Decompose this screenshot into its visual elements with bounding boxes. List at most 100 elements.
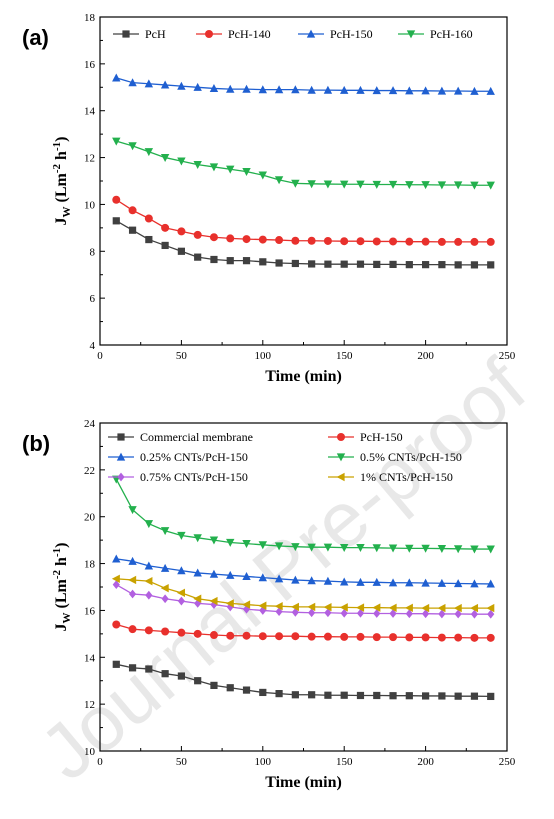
panel-a-point-pch (242, 257, 251, 265)
panel-b-point-pch-150 (226, 631, 235, 640)
panel-b-point-1-cnts-pch-150 (470, 603, 479, 613)
panel-b-legend-label: 0.25% CNTs/PcH-150 (140, 450, 248, 464)
panel-b-point-1-cnts-pch-150 (242, 600, 251, 609)
panel-a-series-group (112, 73, 495, 269)
panel-a-point-pch-150 (437, 86, 447, 95)
panel-a-point-pch (373, 260, 381, 269)
panel-b-x-tick-label: 200 (417, 756, 434, 768)
panel-b-y-tick-label: 22 (84, 465, 95, 477)
panel-a-point-pch-160 (242, 168, 251, 177)
panel-b-point-pch-150 (437, 633, 446, 642)
panel-a-point-pch-140 (161, 223, 170, 232)
panel-a-legend-marker (306, 29, 316, 38)
panel-a-point-pch-150 (177, 81, 186, 90)
panel-a-point-pch-160 (307, 180, 316, 189)
panel-a-point-pch-150 (470, 86, 479, 95)
panel-b-point-1-cnts-pch-150 (128, 575, 137, 585)
panel-a-point-pch-160 (340, 180, 349, 189)
panel-b-point-0-5-cnts-pch-150 (193, 534, 202, 543)
panel-b-point-0-5-cnts-pch-150 (437, 544, 447, 553)
panel-b-point-commercial-membrane (340, 691, 348, 699)
panel-b-point-commercial-membrane (210, 681, 218, 689)
panel-b-point-pch-150 (144, 626, 153, 635)
panel-a-y-tick-label: 18 (84, 12, 96, 24)
panel-b-point-0-75-cnts-pch-150 (145, 590, 153, 600)
panel-a-y-tick-label: 6 (90, 293, 96, 305)
panel-a-point-pch (454, 261, 462, 269)
panel-a-letter: (a) (22, 25, 49, 50)
panel-a-point-pch-140 (437, 237, 446, 246)
panel-b-point-0-5-cnts-pch-150 (453, 545, 463, 554)
panel-b-point-0-75-cnts-pch-150 (161, 594, 169, 604)
panel-b-point-pch-150 (242, 631, 251, 640)
panel-b-point-0-5-cnts-pch-150 (372, 544, 381, 553)
panel-b-legend-marker (116, 452, 126, 461)
panel-b-point-commercial-membrane (259, 688, 267, 697)
panel-a-point-pch-150 (128, 78, 137, 87)
panel-b-x-tick-label: 0 (97, 756, 103, 768)
panel-a-point-pch-160 (177, 157, 186, 166)
panel-b-point-1-cnts-pch-150 (209, 596, 218, 606)
panel-b-legend: Commercial membrane PcH-150 0.25% CNTs/PcH… (108, 430, 462, 484)
panel-a-line-pch-140 (115, 199, 491, 243)
panel-a-legend-label: PcH-160 (430, 27, 473, 41)
panel-a-point-pch-140 (193, 230, 202, 239)
panel-a-point-pch-140 (226, 234, 235, 243)
panel-b-point-pch-150 (421, 633, 430, 642)
panel-a-point-pch (356, 260, 365, 268)
panel-a-point-pch-160 (437, 181, 447, 190)
panel-a-point-pch-150 (291, 85, 300, 94)
panel-b-x-tick-label: 150 (336, 756, 353, 768)
panel-a-point-pch-140 (177, 227, 186, 236)
panel-b-y-tick-label: 24 (84, 418, 96, 430)
panel-a-point-pch-140 (144, 214, 153, 223)
panel-a-point-pch (145, 235, 153, 244)
panel-b-point-0-25-cnts-pch-150 (242, 572, 251, 581)
panel-b-legend-label: Commercial membrane (140, 430, 253, 444)
panel-a-legend-marker (205, 30, 213, 38)
panel-b-point-pch-150 (405, 633, 414, 642)
panel-b-point-1-cnts-pch-150 (160, 583, 169, 593)
panel-a-point-pch-140 (323, 236, 332, 245)
panel-a-legend-marker (122, 30, 130, 38)
panel-a-point-pch-140 (307, 236, 316, 245)
panel-a-point-pch-160 (160, 153, 170, 162)
panel-b-point-0-75-cnts-pch-150 (128, 589, 137, 599)
panel-b-point-0-25-cnts-pch-150 (323, 576, 333, 585)
panel-a-point-pch-160 (112, 137, 121, 146)
panel-a: (a) 0 50 100 150 200 250 4 6 8 10 12 14 16 18 Time (min… (22, 12, 516, 385)
panel-b-point-pch-150 (128, 625, 137, 634)
panel-b-point-0-25-cnts-pch-150 (112, 554, 121, 563)
panel-a-point-pch (340, 260, 348, 268)
panel-a-point-pch (259, 258, 267, 266)
panel-b-point-pch-150 (323, 632, 332, 641)
panel-b-point-0-25-cnts-pch-150 (437, 578, 447, 587)
panel-b-line-0-25-cnts-pch-150 (116, 558, 491, 585)
panel-b-point-0-25-cnts-pch-150 (340, 577, 349, 586)
panel-b-point-commercial-membrane (487, 692, 495, 701)
panel-a-point-pch (210, 255, 218, 264)
panel-a-point-pch-150 (160, 80, 170, 89)
panel-b-point-1-cnts-pch-150 (339, 603, 348, 612)
panel-b-point-0-75-cnts-pch-150 (308, 608, 316, 618)
panel-a-point-pch-150 (356, 85, 365, 94)
panel-b-point-1-cnts-pch-150 (437, 603, 446, 613)
panel-a-point-pch-140 (340, 237, 349, 246)
panel-a-point-pch-160 (323, 180, 333, 189)
panel-a-point-pch-140 (421, 237, 430, 246)
panel-a-point-pch-150 (144, 79, 154, 88)
panel-b-point-pch-150 (356, 632, 365, 641)
panel-a-point-pch-140 (389, 237, 398, 246)
panel-a-point-pch (389, 260, 397, 269)
panel-b-point-0-75-cnts-pch-150 (405, 609, 413, 619)
panel-b-point-0-5-cnts-pch-150 (274, 542, 284, 551)
panel-b-y-tick-label: 20 (84, 512, 96, 524)
panel-b-point-pch-150 (209, 631, 218, 640)
panel-b-point-1-cnts-pch-150 (225, 599, 234, 608)
panel-b-point-1-cnts-pch-150 (323, 602, 332, 612)
panel-b-legend-label: 1% CNTs/PcH-150 (360, 470, 453, 484)
panel-b-point-commercial-membrane (226, 684, 234, 692)
panel-a-x-tick-label: 250 (499, 350, 516, 362)
panel-b-legend-marker (337, 433, 345, 441)
panel-b-point-commercial-membrane (242, 686, 251, 694)
